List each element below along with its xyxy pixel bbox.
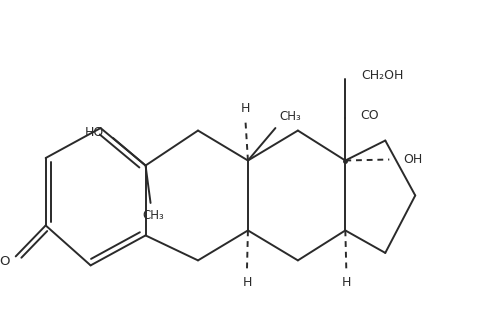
Text: CO: CO — [360, 109, 379, 122]
Text: CH₃: CH₃ — [142, 209, 164, 222]
Text: H: H — [342, 277, 351, 289]
Text: OH: OH — [403, 153, 422, 166]
Text: O: O — [0, 255, 10, 268]
Text: H: H — [242, 277, 251, 289]
Text: H: H — [241, 101, 250, 115]
Text: CH₃: CH₃ — [280, 110, 301, 123]
Text: HO: HO — [84, 126, 104, 138]
Text: CH₂OH: CH₂OH — [361, 69, 404, 82]
